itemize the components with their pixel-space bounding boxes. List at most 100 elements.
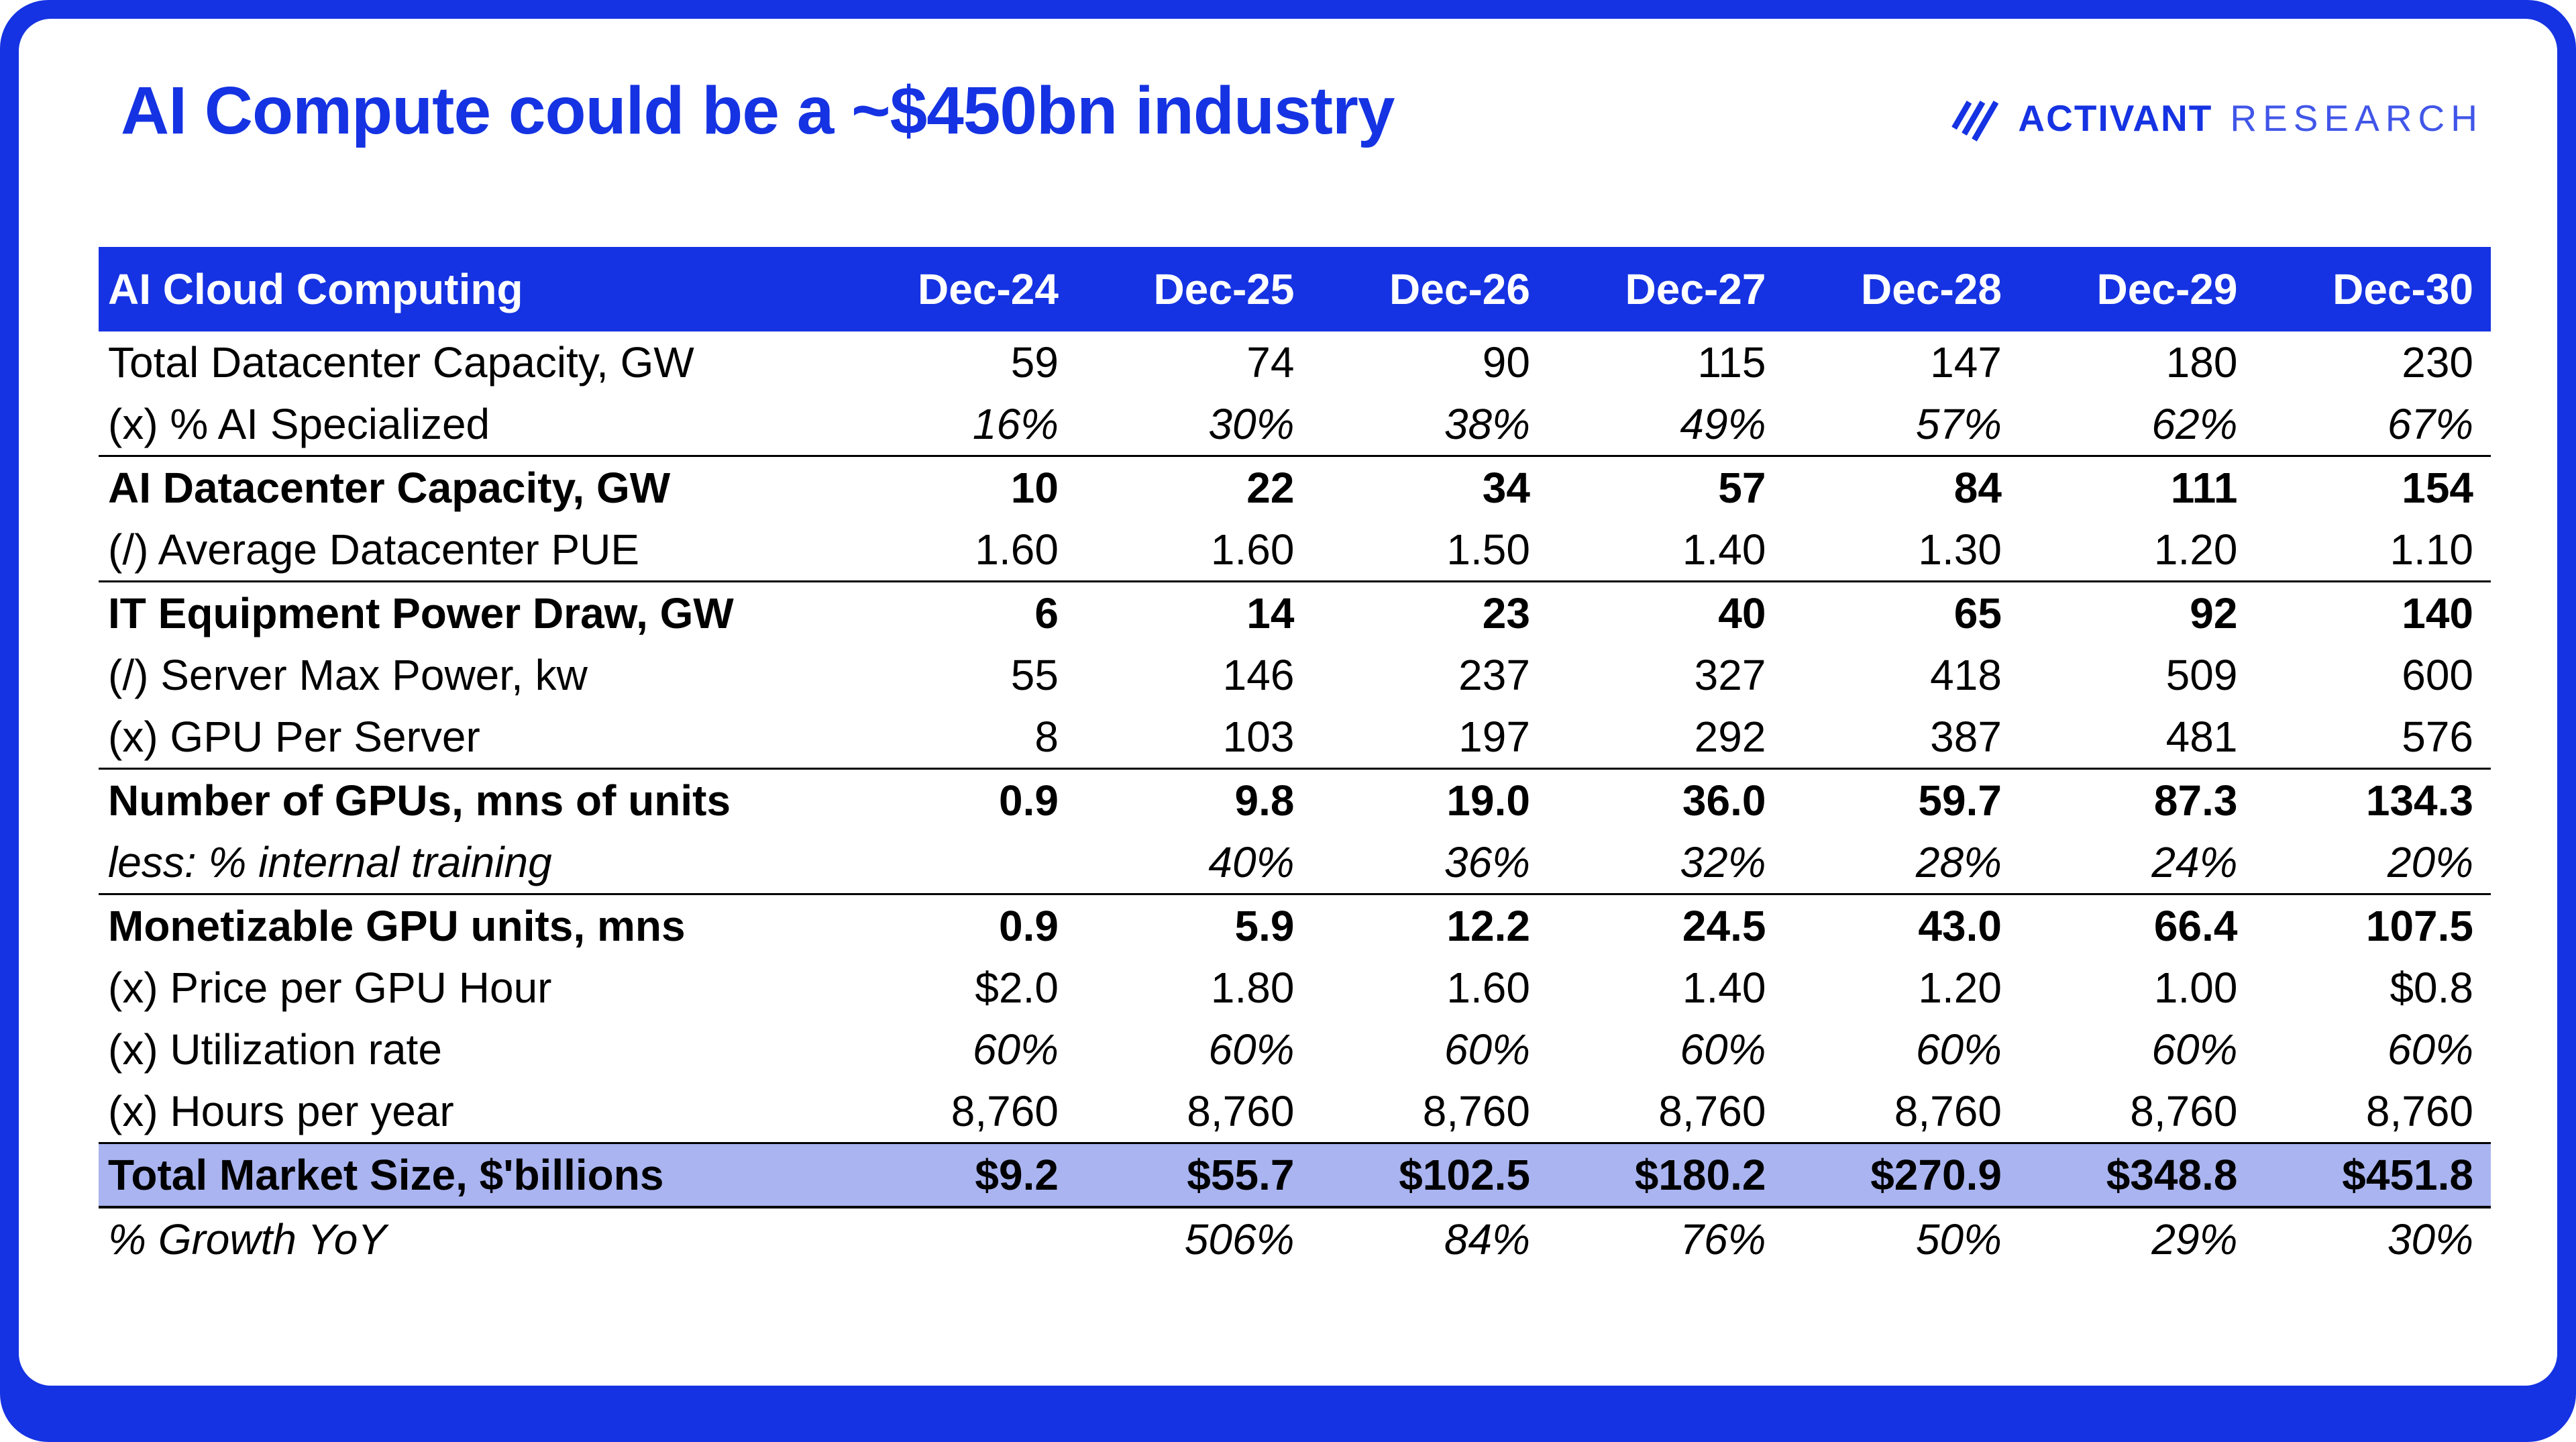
cell-value: 16% (972, 400, 1059, 448)
cell-value: 1.50 (1446, 525, 1530, 574)
column-header: AI Cloud Computing (99, 247, 841, 331)
cell-value: 59 (1010, 338, 1059, 387)
row-label: (/) Server Max Power, kw (108, 651, 588, 699)
slide-card: AI Compute could be a ~$450bn industry A… (19, 19, 2557, 1386)
cell-value (840, 831, 1076, 894)
cell-value: 24.5 (1547, 893, 1784, 957)
cell-value: 84% (1444, 1215, 1530, 1264)
cell-value: 506% (1184, 1215, 1295, 1264)
cell-value: 60% (2151, 1025, 2238, 1074)
cell-value: 0.9 (840, 893, 1076, 957)
cell-value: 67% (2387, 400, 2473, 448)
cell-value: 34 (1311, 455, 1548, 519)
column-header: Dec-25 (1075, 247, 1312, 331)
cell-value: 92 (2019, 580, 2255, 644)
row-label: (x) % AI Specialized (108, 400, 490, 448)
cell-value: 1.00 (2153, 964, 2238, 1012)
table-row: IT Equipment Power Draw, GW 6 14 23 40 65 92 14… (99, 580, 2491, 644)
cell-value: 14 (1075, 580, 1312, 644)
cell-value: 147 (1930, 338, 2002, 387)
cell-value: 292 (1694, 713, 1766, 761)
row-label: (x) GPU Per Server (108, 713, 480, 761)
cell-value: 66.4 (2019, 893, 2255, 957)
cell-value: 23 (1311, 580, 1548, 644)
cell-value: 481 (2165, 713, 2238, 761)
cell-value: 8,760 (1894, 1087, 2002, 1135)
cell-value: 30% (1208, 400, 1295, 448)
cell-value: 28% (1915, 838, 2002, 886)
table-row: (x) Hours per year 8,760 8,760 8,760 8,760 8,… (99, 1080, 2491, 1143)
cell-value: 8,760 (1658, 1087, 1766, 1135)
table-row: Total Market Size, $'billions $9.2 $55.7 $1… (99, 1142, 2491, 1208)
cell-value: $270.9 (1783, 1142, 2019, 1208)
cell-value: $0.8 (2390, 964, 2473, 1012)
cell-value: 36.0 (1547, 768, 1784, 831)
cell-value: 22 (1075, 455, 1312, 519)
table-row: (x) Price per GPU Hour $2.0 1.80 1.60 1.40 1.… (99, 957, 2491, 1019)
row-label: (x) Utilization rate (108, 1025, 442, 1074)
cell-value: 576 (2402, 713, 2473, 761)
data-table: AI Cloud Computing Dec-24 Dec-25 Dec-26 Dec-… (99, 247, 2491, 1270)
cell-value: 12.2 (1311, 893, 1548, 957)
cell-value: 1.10 (2390, 525, 2473, 574)
cell-value: 74 (1246, 338, 1295, 387)
cell-value: 509 (2165, 651, 2238, 699)
column-header: Dec-30 (2255, 247, 2491, 331)
table-row: less: % internal training 40% 36% 32% 28% 24%… (99, 831, 2491, 894)
cell-value: 1.60 (975, 525, 1059, 574)
row-label: Monetizable GPU units, mns (99, 893, 841, 957)
cell-value: 9.8 (1075, 768, 1312, 831)
cell-value (840, 1207, 1076, 1270)
logo-suffix: RESEARCH (2230, 97, 2483, 139)
cell-value: 20% (2387, 838, 2473, 886)
cell-value: 8,760 (2365, 1087, 2473, 1135)
cell-value: 50% (1915, 1215, 2002, 1264)
cell-value: 230 (2402, 338, 2473, 387)
page-title: AI Compute could be a ~$450bn industry (121, 73, 1395, 148)
cell-value: 146 (1222, 651, 1295, 699)
cell-value: 29% (2151, 1215, 2238, 1264)
row-label: AI Datacenter Capacity, GW (99, 455, 841, 519)
row-label: (x) Hours per year (108, 1087, 454, 1135)
cell-value: 10 (840, 455, 1076, 519)
cell-value: 237 (1458, 651, 1530, 699)
cell-value: 1.60 (1210, 525, 1295, 574)
cell-value: 65 (1783, 580, 2019, 644)
cell-value: 55 (1010, 651, 1059, 699)
cell-value: 8,760 (1422, 1087, 1530, 1135)
row-label: % Growth YoY (108, 1215, 387, 1264)
cell-value: 60% (1208, 1025, 1295, 1074)
cell-value: 1.30 (1918, 525, 2002, 574)
column-header: Dec-29 (2019, 247, 2255, 331)
cell-value: 1.40 (1682, 525, 1766, 574)
cell-value: 111 (2019, 455, 2255, 519)
cell-value: 1.80 (1210, 964, 1295, 1012)
cell-value: 5.9 (1075, 893, 1312, 957)
cell-value: $102.5 (1311, 1142, 1548, 1208)
row-label: (x) Price per GPU Hour (108, 964, 552, 1012)
cell-value: 8,760 (2130, 1087, 2238, 1135)
column-header: Dec-27 (1547, 247, 1784, 331)
cell-value: $451.8 (2255, 1142, 2491, 1208)
cell-value: 154 (2255, 455, 2491, 519)
cell-value: 59.7 (1783, 768, 2019, 831)
column-header: Dec-28 (1783, 247, 2019, 331)
triple-slash-icon (1951, 101, 1999, 142)
cell-value: 197 (1458, 713, 1530, 761)
cell-value: $348.8 (2019, 1142, 2255, 1208)
cell-value: 180 (2165, 338, 2238, 387)
cell-value: 76% (1680, 1215, 1766, 1264)
cell-value: 6 (840, 580, 1076, 644)
cell-value: 32% (1680, 838, 1766, 886)
row-label: Number of GPUs, mns of units (99, 768, 841, 831)
cell-value: 60% (2387, 1025, 2473, 1074)
cell-value: 103 (1222, 713, 1295, 761)
cell-value: 1.60 (1446, 964, 1530, 1012)
cell-value: 140 (2255, 580, 2491, 644)
cell-value: 90 (1482, 338, 1530, 387)
cell-value: 36% (1444, 838, 1530, 886)
cell-value: 62% (2151, 400, 2238, 448)
cell-value: $2.0 (975, 964, 1059, 1012)
cell-value: 60% (1444, 1025, 1530, 1074)
